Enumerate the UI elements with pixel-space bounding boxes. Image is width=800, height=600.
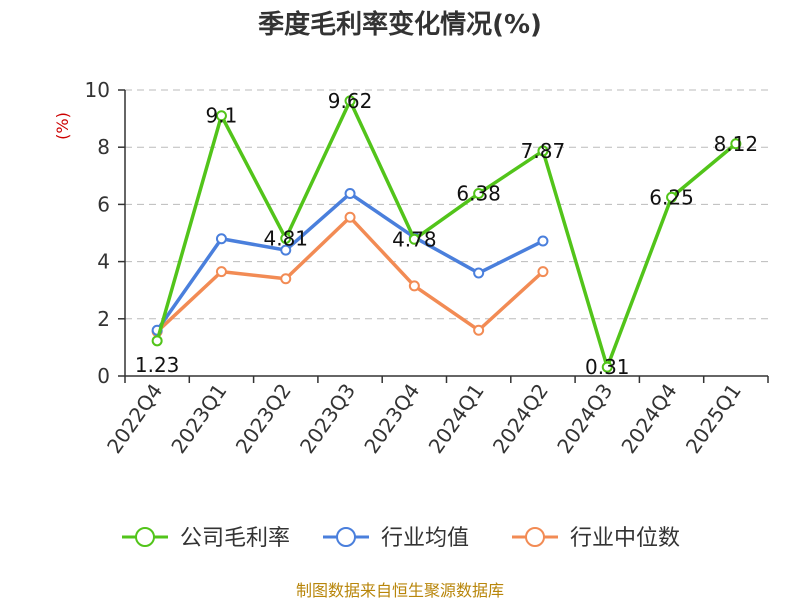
x-tick-label: 2023Q3 — [295, 379, 360, 458]
x-tick-label: 2025Q1 — [681, 379, 746, 458]
y-tick-label: 6 — [97, 192, 110, 216]
y-tick-label: 4 — [97, 250, 110, 274]
data-label: 1.23 — [135, 353, 180, 377]
data-point — [730, 138, 742, 150]
series-line — [155, 215, 545, 333]
data-label: 6.25 — [649, 185, 694, 209]
data-point — [666, 191, 678, 203]
legend-marker — [525, 527, 545, 547]
data-point — [537, 235, 549, 247]
legend: 公司毛利率 行业均值 行业中位数 — [122, 526, 680, 551]
data-point — [215, 266, 227, 278]
y-tick-label: 2 — [97, 307, 110, 331]
data-point — [473, 324, 485, 336]
data-label: 6.38 — [456, 182, 501, 206]
chart-title: 季度毛利率变化情况(%) — [258, 9, 542, 40]
data-labels: 1.23 9.1 4.81 9.62 4.78 6.38 7.87 0.31 6.25 8.12 — [135, 89, 758, 379]
data-label: 9.1 — [206, 104, 238, 128]
x-tick-label: 2024Q3 — [552, 379, 617, 458]
x-tick-label: 2023Q1 — [166, 379, 231, 458]
x-tick-label: 2024Q2 — [488, 379, 553, 458]
data-point — [344, 211, 356, 223]
legend-label: 行业中位数 — [570, 526, 680, 551]
legend-label: 公司毛利率 — [180, 526, 290, 551]
data-point — [537, 145, 549, 157]
legend-marker — [135, 527, 155, 547]
data-label: 4.81 — [263, 226, 308, 250]
legend-marker — [336, 527, 356, 547]
x-tick-label: 2023Q2 — [231, 379, 296, 458]
data-label: 7.87 — [521, 139, 566, 163]
data-point — [280, 232, 292, 244]
data-label: 0.31 — [585, 355, 630, 379]
data-point — [215, 233, 227, 245]
data-label: 4.78 — [392, 227, 437, 251]
data-point — [344, 95, 356, 107]
x-tick-label: 2022Q4 — [102, 379, 167, 458]
y-tick-label: 0 — [97, 364, 110, 388]
data-point — [408, 233, 420, 245]
data-point — [280, 244, 292, 256]
y-tick-label: 10 — [85, 78, 110, 102]
series-group — [151, 95, 742, 373]
y-tick-label: 8 — [97, 135, 110, 159]
y-axis-label: (%) — [53, 112, 72, 140]
data-point — [473, 188, 485, 200]
x-tick-label: 2024Q4 — [616, 379, 681, 458]
data-label: 9.62 — [328, 89, 373, 113]
data-point — [344, 188, 356, 200]
data-point — [408, 280, 420, 292]
data-label: 8.12 — [714, 132, 759, 156]
data-point — [215, 110, 227, 122]
data-point — [537, 266, 549, 278]
source-text: 制图数据来自恒生聚源数据库 — [296, 581, 504, 600]
x-tick-label: 2023Q4 — [359, 379, 424, 458]
data-point — [280, 273, 292, 285]
data-point — [601, 361, 613, 373]
data-point — [473, 267, 485, 279]
legend-label: 行业均值 — [381, 526, 469, 551]
x-tick-label: 2024Q1 — [424, 379, 489, 458]
series-line — [155, 99, 737, 369]
data-point — [151, 335, 163, 347]
